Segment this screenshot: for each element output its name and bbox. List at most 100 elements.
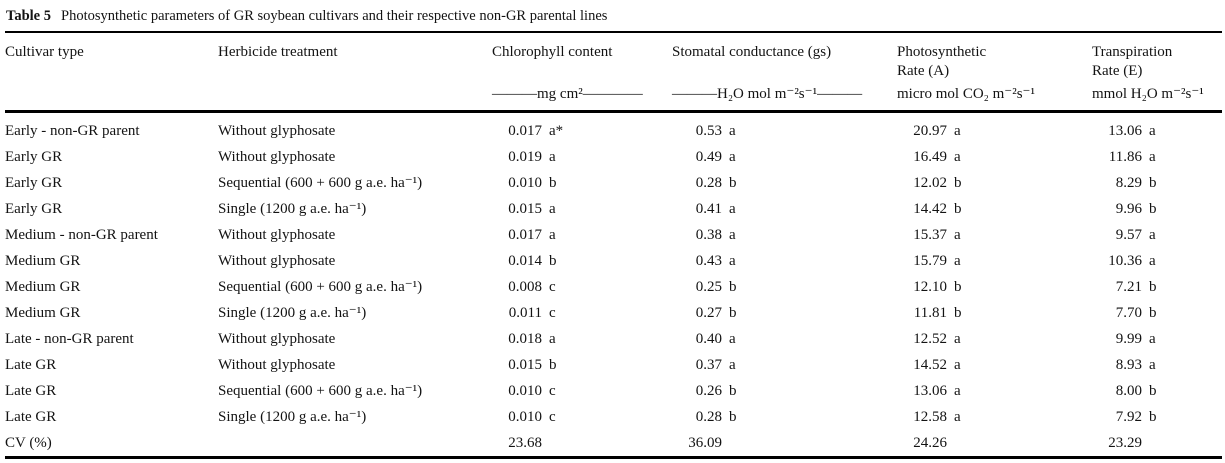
cell-chlorophyll-content: 23.68 [492,430,672,456]
significance-letter: b [954,279,962,295]
value: 0.49 [695,149,722,165]
significance-letter: b [1149,409,1157,425]
significance-letter: a [729,201,736,217]
value: 12.52 [913,331,947,347]
table-row: Late GR Without glyphosate 0.015 b 0.37 a 14.5… [5,352,1222,378]
significance-letter: a [954,149,961,165]
significance-letter: a [549,331,556,347]
cell-cultivar-type: Early GR [5,201,63,217]
cell-transpiration-rate: 9.99 a [1092,326,1222,352]
value: 23.29 [1108,435,1142,451]
value: 0.008 [508,279,542,295]
cell-chlorophyll-content: 0.008 c [492,274,672,300]
cell-herbicide-treatment: Single (1200 g a.e. ha⁻¹) [218,305,367,321]
cell-herbicide-treatment: Single (1200 g a.e. ha⁻¹) [218,201,367,217]
value: 9.99 [1115,331,1142,347]
cell-herbicide-treatment: Sequential (600 + 600 g a.e. ha⁻¹) [218,383,423,399]
value: 12.58 [913,409,947,425]
cell-herbicide-treatment: Without glyphosate [218,149,336,165]
cell-transpiration-rate: 11.86 a [1092,144,1222,170]
value: 12.10 [913,279,947,295]
value: 0.011 [508,305,542,321]
cell-transpiration-rate: 23.29 [1092,430,1222,456]
cell-stomatal-conductance: 0.49 a [672,144,897,170]
significance-letter: b [954,175,962,191]
value: 16.49 [913,149,947,165]
cell-cultivar-type: Early - non-GR parent [5,123,140,139]
value: 7.92 [1115,409,1142,425]
cell-herbicide-treatment: Without glyphosate [218,227,336,243]
table-row: Early GR Without glyphosate 0.019 a 0.49 a 16.… [5,144,1222,170]
significance-letter: b [954,305,962,321]
cell-transpiration-rate: 13.06 a [1092,118,1222,144]
cell-stomatal-conductance: 0.25 b [672,274,897,300]
significance-letter: a [729,227,736,243]
significance-letter: a [729,357,736,373]
significance-letter: a [954,123,961,139]
column-header-chlorophyll-content: Chlorophyll content ———mg cm²———— [492,43,672,103]
significance-letter: c [549,409,556,425]
cell-photosynthetic-rate: 24.26 [897,430,1092,456]
significance-letter: a [729,149,736,165]
cell-stomatal-conductance: 0.37 a [672,352,897,378]
cell-transpiration-rate: 7.92 b [1092,404,1222,430]
cell-cultivar-type: Medium GR [5,253,81,269]
value: 0.26 [695,383,722,399]
significance-letter: b [729,279,737,295]
value: 0.010 [508,383,542,399]
significance-letter: a [729,123,736,139]
significance-letter: b [1149,383,1157,399]
table-body: Early - non-GR parent Without glyphosate 0… [5,113,1222,456]
cell-photosynthetic-rate: 12.02 b [897,170,1092,196]
cell-cultivar-type: Late GR [5,383,57,399]
value: 11.86 [1108,149,1142,165]
value: 0.017 [508,227,542,243]
significance-letter: a [729,253,736,269]
value: 0.38 [695,227,722,243]
cell-cultivar-type: Medium GR [5,305,81,321]
significance-letter: a [1149,123,1156,139]
cell-cultivar-type: Early GR [5,175,63,191]
significance-letter: a [549,227,556,243]
value: 0.28 [695,175,722,191]
significance-letter: c [549,279,556,295]
value: 0.019 [508,149,542,165]
cell-cultivar-type: CV (%) [5,435,52,451]
cell-photosynthetic-rate: 12.58 a [897,404,1092,430]
significance-letter: b [1149,305,1157,321]
cell-cultivar-type: Late GR [5,357,57,373]
value: 0.43 [695,253,722,269]
cell-cultivar-type: Late - non-GR parent [5,331,134,347]
value: 0.015 [508,201,542,217]
significance-letter: c [549,305,556,321]
value: 0.010 [508,175,542,191]
cell-chlorophyll-content: 0.017 a [492,222,672,248]
significance-letter: a [954,409,961,425]
value: 0.37 [695,357,722,373]
table-caption-text: Photosynthetic parameters of GR soybean … [61,8,608,24]
significance-letter: a [1149,331,1156,347]
value: 7.21 [1115,279,1142,295]
column-unit-label: ———mg cm²———— [492,86,643,102]
significance-letter: b [549,253,557,269]
cell-photosynthetic-rate: 14.52 a [897,352,1092,378]
cv-row: CV (%) 23.68 36.09 24.26 23.29 [5,430,1222,456]
value: 9.57 [1115,227,1142,243]
table-row: Early - non-GR parent Without glyphosate 0… [5,118,1222,144]
cell-transpiration-rate: 8.29 b [1092,170,1222,196]
column-label: Cultivar type [5,44,84,60]
significance-letter: a [1149,149,1156,165]
significance-letter: a [954,253,961,269]
cell-transpiration-rate: 8.00 b [1092,378,1222,404]
table-header-row: Cultivar type Herbicide treatment Chloroph… [5,33,1222,110]
column-header-stomatal-conductance: Stomatal conductance (gs) ———H₂O mol m⁻²s… [672,43,897,103]
cell-transpiration-rate: 8.93 a [1092,352,1222,378]
cell-stomatal-conductance: 36.09 [672,430,897,456]
significance-letter: b [729,305,737,321]
cell-stomatal-conductance: 0.53 a [672,118,897,144]
value: 14.42 [913,201,947,217]
value: 20.97 [913,123,947,139]
header-bottom-rule [5,110,1222,113]
table-row: Medium GR Without glyphosate 0.014 b 0.43 a 15… [5,248,1222,274]
cell-chlorophyll-content: 0.018 a [492,326,672,352]
